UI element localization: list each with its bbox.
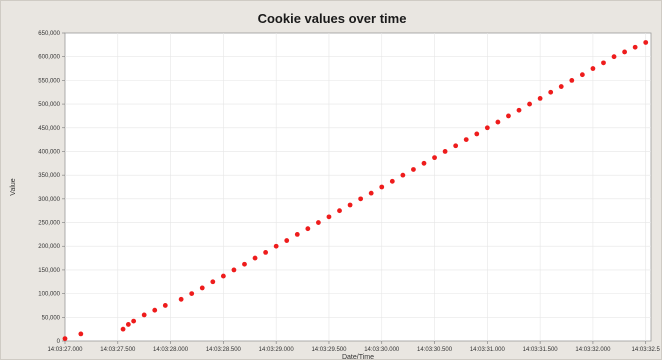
data-point: [611, 54, 617, 60]
data-point: [579, 72, 585, 78]
data-point: [316, 220, 321, 225]
x-tick-label: 14:03:32.5: [632, 347, 661, 353]
x-tick-label: 14:03:28.500: [206, 347, 242, 353]
data-point: [601, 60, 606, 66]
data-point: [210, 279, 216, 285]
data-point: [537, 95, 543, 101]
data-point: [263, 249, 269, 255]
data-point: [590, 66, 596, 71]
data-point: [411, 167, 416, 172]
y-tick-label: 100,000: [38, 292, 60, 298]
data-point: [484, 125, 490, 131]
data-point: [273, 243, 279, 249]
data-points: [62, 40, 649, 342]
x-tick-label: 14:03:27.000: [47, 347, 83, 353]
data-point: [548, 89, 554, 95]
data-point: [379, 184, 385, 190]
data-point: [516, 107, 522, 113]
y-axis-label: Value: [10, 178, 17, 195]
data-point: [326, 214, 332, 220]
data-point: [389, 178, 395, 184]
data-point: [558, 84, 564, 89]
x-tick-label: 14:03:30.500: [417, 347, 453, 353]
y-tick-label: 150,000: [38, 268, 60, 274]
data-point: [432, 155, 437, 161]
y-tick-label: 0: [57, 339, 61, 345]
y-tick-label: 650,000: [38, 31, 60, 37]
data-point: [400, 172, 406, 178]
data-point: [231, 267, 237, 273]
data-point: [337, 208, 342, 214]
x-tick-label: 14:03:29.000: [259, 347, 295, 353]
y-tick-label: 300,000: [38, 197, 60, 203]
data-point: [347, 202, 353, 208]
data-point: [284, 238, 290, 243]
y-tick-label: 250,000: [38, 221, 60, 227]
data-point: [252, 255, 258, 261]
data-point: [152, 307, 158, 313]
data-point: [495, 119, 501, 125]
x-tick-label: 14:03:30.000: [364, 347, 400, 353]
data-point: [632, 44, 638, 50]
data-point: [78, 331, 84, 337]
y-tick-label: 350,000: [38, 173, 60, 179]
y-tick-label: 600,000: [38, 55, 60, 61]
data-point: [305, 226, 311, 232]
data-point: [199, 285, 205, 291]
x-tick-label: 14:03:31.500: [523, 347, 559, 353]
data-point: [622, 49, 628, 55]
y-tick-label: 50,000: [42, 315, 61, 321]
data-point: [220, 273, 226, 279]
data-point: [453, 143, 459, 149]
data-point: [368, 190, 374, 196]
y-tick-label: 400,000: [38, 149, 60, 155]
x-tick-label: 14:03:32.000: [575, 347, 611, 353]
data-point: [162, 303, 168, 308]
data-point: [141, 312, 147, 318]
data-point: [527, 101, 532, 107]
x-tick-label: 14:03:31.000: [470, 347, 506, 353]
y-tick-label: 200,000: [38, 244, 60, 250]
data-point: [189, 291, 195, 297]
data-point: [294, 231, 300, 237]
plot-area: [64, 32, 652, 342]
plot-background: [64, 32, 652, 342]
data-point: [569, 77, 575, 83]
data-point: [463, 137, 469, 143]
data-point: [131, 318, 137, 324]
data-point: [358, 196, 364, 202]
x-tick-label: 14:03:27.500: [100, 347, 136, 353]
data-point: [506, 113, 511, 119]
data-point: [120, 326, 126, 332]
data-point: [643, 40, 649, 45]
data-point: [125, 322, 131, 327]
data-point: [421, 160, 427, 166]
axes: 0 50,000 100,000 150,000 200,000 250,000 300,0…: [38, 31, 660, 353]
data-point: [474, 131, 480, 137]
y-tick-label: 450,000: [38, 126, 60, 132]
x-tick-label: 14:03:29.500: [311, 347, 347, 353]
chart-title: Cookie values over time: [258, 11, 407, 26]
data-point: [178, 296, 184, 302]
x-axis-label: Date/Time: [342, 354, 374, 361]
data-point: [242, 261, 247, 267]
x-tick-label: 14:03:28.000: [153, 347, 189, 353]
y-tick-label: 550,000: [38, 78, 60, 84]
data-point: [62, 336, 68, 342]
data-point: [442, 149, 448, 154]
y-tick-label: 500,000: [38, 102, 60, 108]
